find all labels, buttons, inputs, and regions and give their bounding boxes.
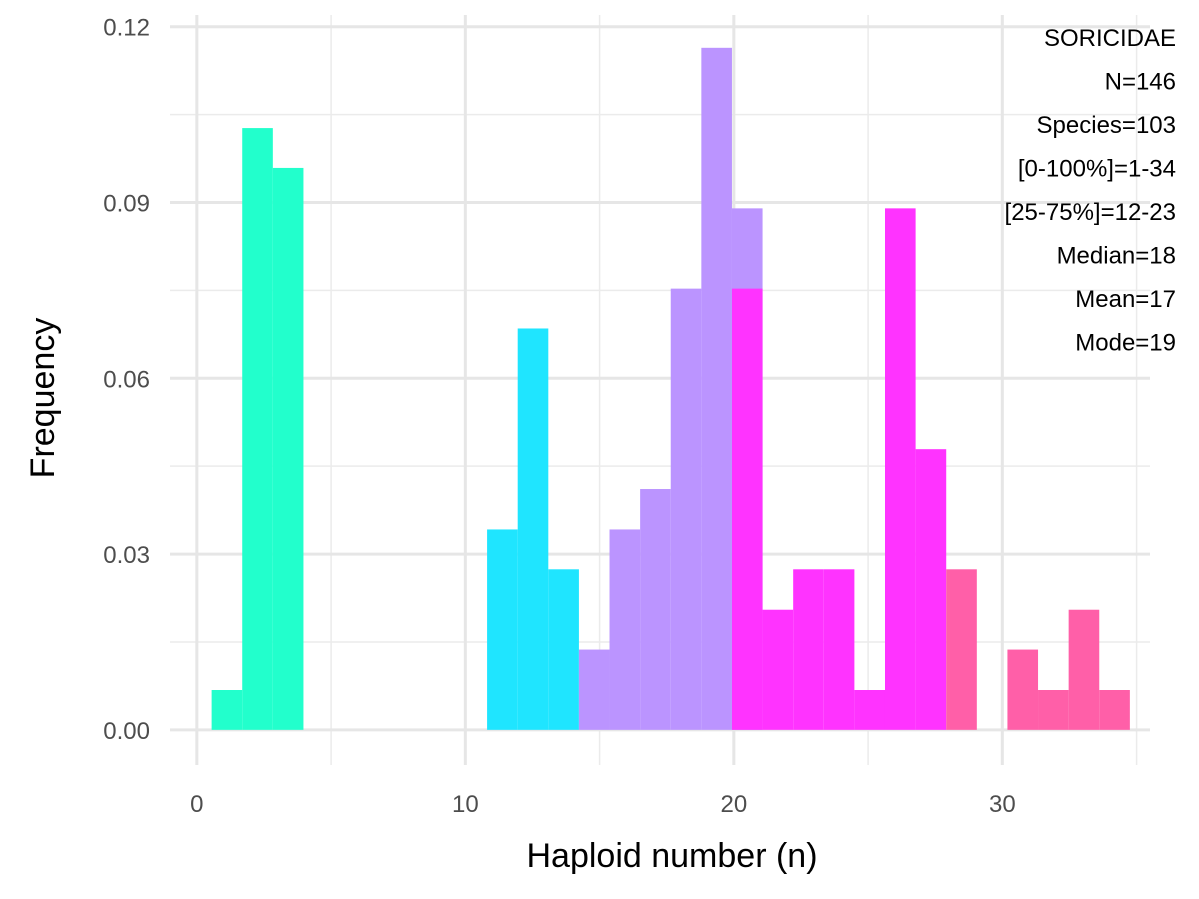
annotation-line: SORICIDAE xyxy=(1044,25,1176,52)
x-tick-label: 0 xyxy=(190,791,203,818)
x-tick-label: 30 xyxy=(989,791,1016,818)
histogram-bar xyxy=(1068,609,1100,730)
histogram-bar xyxy=(242,128,273,730)
histogram-bar xyxy=(640,489,671,730)
histogram-bar xyxy=(915,449,947,730)
x-tick-label: 20 xyxy=(720,791,747,818)
histogram-bar xyxy=(1099,690,1130,730)
y-axis-title: Frequency xyxy=(24,318,62,479)
annotation-line: [0-100%]=1-34 xyxy=(1018,156,1176,183)
histogram-bar xyxy=(884,208,916,730)
histogram-bars xyxy=(211,47,1130,730)
annotation-line: Median=18 xyxy=(1057,243,1176,270)
annotation-line: Mean=17 xyxy=(1075,286,1176,313)
tick-labels: 0 10 20 30 0.00 0.03 0.06 0.09 0.12 xyxy=(103,15,1015,818)
y-tick-label: 0.00 xyxy=(103,718,150,745)
histogram-bar xyxy=(946,569,977,730)
histogram-bar xyxy=(1038,690,1069,730)
histogram-bar xyxy=(762,609,794,730)
histogram-bar xyxy=(701,47,732,730)
histogram-bar xyxy=(272,167,304,730)
histogram-bar xyxy=(793,569,824,730)
annotation-line: Species=103 xyxy=(1037,112,1176,139)
histogram-bar xyxy=(487,529,518,730)
summary-annotations: SORICIDAE N=146 Species=103 [0-100%]=1-34 [2… xyxy=(1005,25,1176,357)
histogram-bar xyxy=(517,328,549,730)
x-axis-title: Haploid number (n) xyxy=(526,837,817,875)
y-tick-label: 0.09 xyxy=(103,191,150,218)
y-tick-label: 0.06 xyxy=(103,366,150,393)
x-tick-label: 10 xyxy=(452,791,479,818)
annotation-line: Mode=19 xyxy=(1075,330,1176,357)
histogram-bar xyxy=(823,569,855,730)
histogram-bar xyxy=(578,649,610,730)
histogram-bar xyxy=(211,690,243,730)
annotation-line: N=146 xyxy=(1105,69,1176,96)
histogram-bar xyxy=(854,690,885,730)
histogram-bar xyxy=(670,288,702,730)
annotation-line: [25-75%]=12-23 xyxy=(1005,199,1176,226)
histogram-bar xyxy=(1007,649,1039,730)
y-tick-label: 0.12 xyxy=(103,15,150,42)
y-tick-label: 0.03 xyxy=(103,542,150,569)
histogram-bar xyxy=(609,529,641,730)
histogram-bar xyxy=(548,569,579,730)
histogram-bar xyxy=(731,288,763,730)
